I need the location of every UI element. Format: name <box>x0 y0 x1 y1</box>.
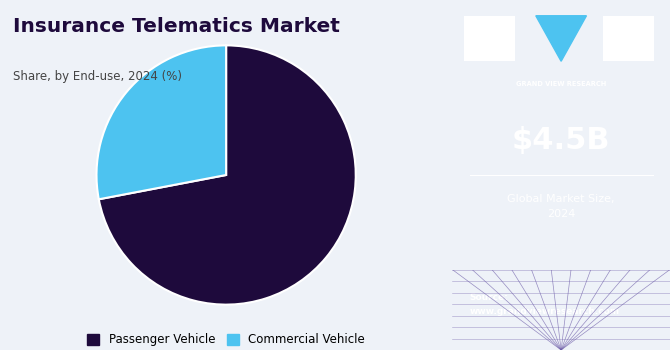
Text: Source:
www.grandviewresearch.com: Source: www.grandviewresearch.com <box>470 293 620 316</box>
Text: Insurance Telematics Market: Insurance Telematics Market <box>13 18 340 36</box>
FancyBboxPatch shape <box>464 16 515 61</box>
Text: Share, by End-use, 2024 (%): Share, by End-use, 2024 (%) <box>13 70 182 83</box>
Text: GRAND VIEW RESEARCH: GRAND VIEW RESEARCH <box>516 81 606 87</box>
Wedge shape <box>96 46 226 199</box>
Legend: Passenger Vehicle, Commercial Vehicle: Passenger Vehicle, Commercial Vehicle <box>82 329 370 350</box>
Text: $4.5B: $4.5B <box>512 126 610 154</box>
FancyBboxPatch shape <box>604 16 654 61</box>
Polygon shape <box>536 16 586 61</box>
Text: Global Market Size,
2024: Global Market Size, 2024 <box>507 194 615 219</box>
Wedge shape <box>98 46 356 304</box>
